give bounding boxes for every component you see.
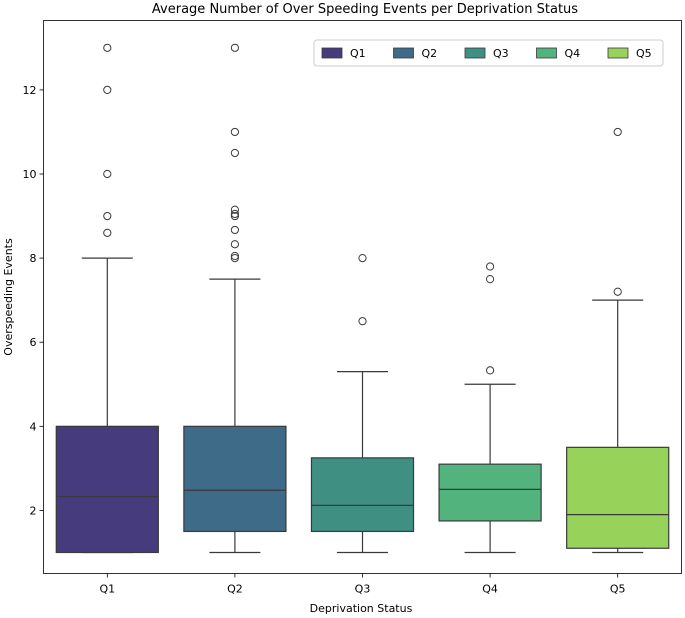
legend-entry-q4: Q4 (536, 47, 581, 60)
box-body (183, 425, 287, 533)
outlier-point (613, 287, 622, 296)
box-q3 (310, 254, 415, 554)
box-body (310, 457, 415, 533)
legend-entry-q2: Q2 (393, 47, 438, 60)
box-q5 (566, 127, 670, 554)
x-axis: Q1 Q2 Q3 Q4 Q5 (99, 573, 626, 596)
outlier-point (230, 148, 239, 158)
y-tick-label: 4 (30, 420, 37, 433)
y-tick-label: 2 (30, 504, 37, 517)
box-body (438, 463, 542, 522)
outlier-point (230, 43, 239, 52)
outlier-point (613, 127, 622, 137)
legend-label: Q2 (422, 47, 438, 60)
outlier-point (230, 240, 239, 249)
outlier-point (486, 275, 495, 284)
outlier-point (103, 211, 112, 221)
y-axis: 2 4 6 8 10 12 (23, 84, 44, 517)
outlier-point (486, 262, 495, 271)
legend-swatch (464, 47, 486, 59)
outlier-point (103, 169, 112, 179)
legend-swatch (607, 47, 629, 59)
y-tick-label: 12 (23, 84, 37, 97)
outlier-point (230, 205, 239, 214)
x-tick-label: Q4 (482, 583, 498, 596)
legend-swatch (321, 47, 343, 59)
outlier-point (230, 209, 239, 219)
legend-frame (313, 39, 664, 67)
y-tick-label: 6 (30, 336, 37, 349)
outlier-point (103, 85, 112, 94)
x-tick-label: Q2 (227, 583, 243, 596)
outlier-point (486, 366, 495, 375)
legend: Q1 Q2 Q3 Q4 Q5 (313, 39, 664, 67)
x-tick-label: Q1 (99, 583, 115, 596)
legend-label: Q5 (636, 47, 652, 60)
box-body (566, 446, 670, 549)
x-tick-label: Q5 (610, 583, 626, 596)
outlier-point (230, 127, 239, 137)
x-axis-label: Deprivation Status (310, 602, 413, 615)
y-tick-label: 10 (23, 168, 37, 181)
box-body (55, 425, 159, 554)
outlier-point (103, 43, 112, 52)
legend-entry-q5: Q5 (607, 47, 652, 60)
legend-swatch (536, 47, 557, 59)
chart-title: Average Number of Over Speeding Events p… (152, 2, 578, 17)
x-tick-label: Q3 (355, 583, 371, 596)
box-q1 (55, 43, 159, 554)
legend-label: Q3 (493, 47, 509, 60)
outlier-point (230, 225, 239, 235)
outlier-point (358, 317, 367, 326)
legend-swatch (393, 47, 414, 59)
legend-entry-q3: Q3 (464, 47, 509, 60)
box-q2 (183, 43, 287, 554)
box-q4 (438, 262, 542, 554)
boxes-layer (55, 43, 670, 554)
legend-entry-q1: Q1 (321, 47, 366, 60)
legend-label: Q1 (350, 47, 366, 60)
outlier-point (230, 254, 239, 263)
legend-label: Q4 (565, 47, 581, 60)
y-tick-label: 8 (30, 252, 37, 265)
outlier-point (230, 251, 239, 261)
outlier-point (358, 254, 367, 263)
outlier-point (103, 228, 112, 237)
y-axis-label: Overspeeding Events (2, 238, 15, 356)
outlier-point (230, 211, 239, 221)
